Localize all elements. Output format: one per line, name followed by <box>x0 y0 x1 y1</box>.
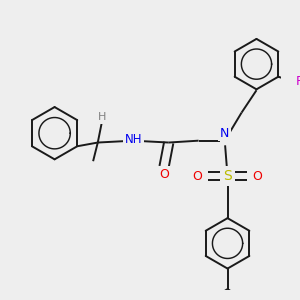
Text: S: S <box>223 169 232 183</box>
Text: NH: NH <box>124 133 142 146</box>
Text: O: O <box>253 169 262 183</box>
Text: H: H <box>98 112 106 122</box>
Text: O: O <box>159 168 169 181</box>
Text: N: N <box>220 127 230 140</box>
Text: O: O <box>193 169 202 183</box>
Text: F: F <box>295 75 300 88</box>
